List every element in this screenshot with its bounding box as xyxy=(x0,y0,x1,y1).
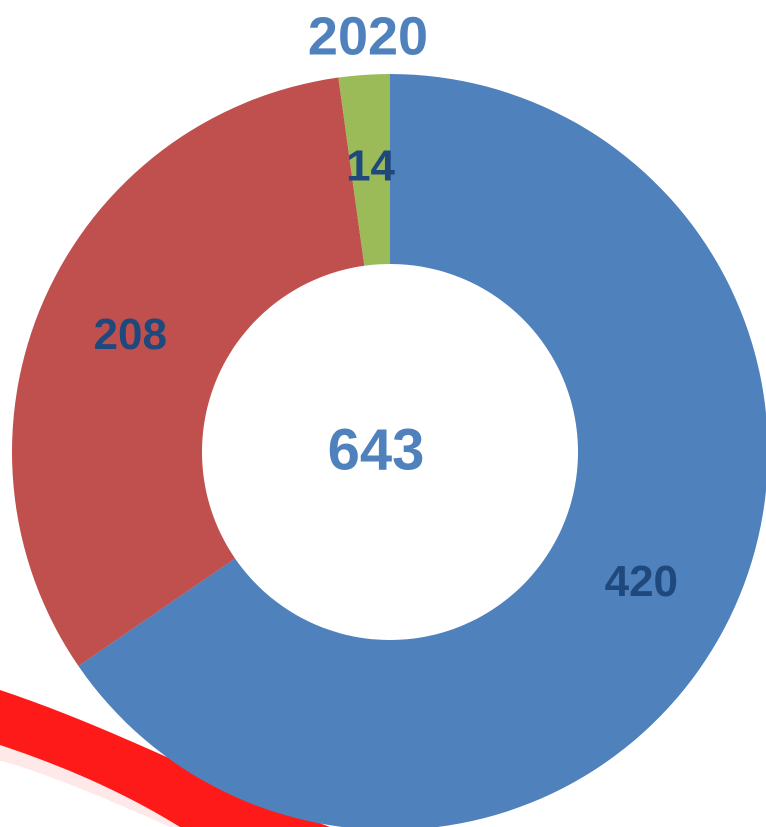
data-label: 14 xyxy=(346,141,395,190)
data-label: 420 xyxy=(605,557,678,606)
decorative-swoosh xyxy=(0,690,330,827)
slice xyxy=(338,74,390,266)
data-label: 208 xyxy=(94,310,167,359)
chart-title: 2020 xyxy=(308,6,428,66)
slice xyxy=(78,74,766,827)
slices xyxy=(12,74,766,827)
center-total: 643 xyxy=(328,417,425,482)
slice xyxy=(12,77,365,667)
